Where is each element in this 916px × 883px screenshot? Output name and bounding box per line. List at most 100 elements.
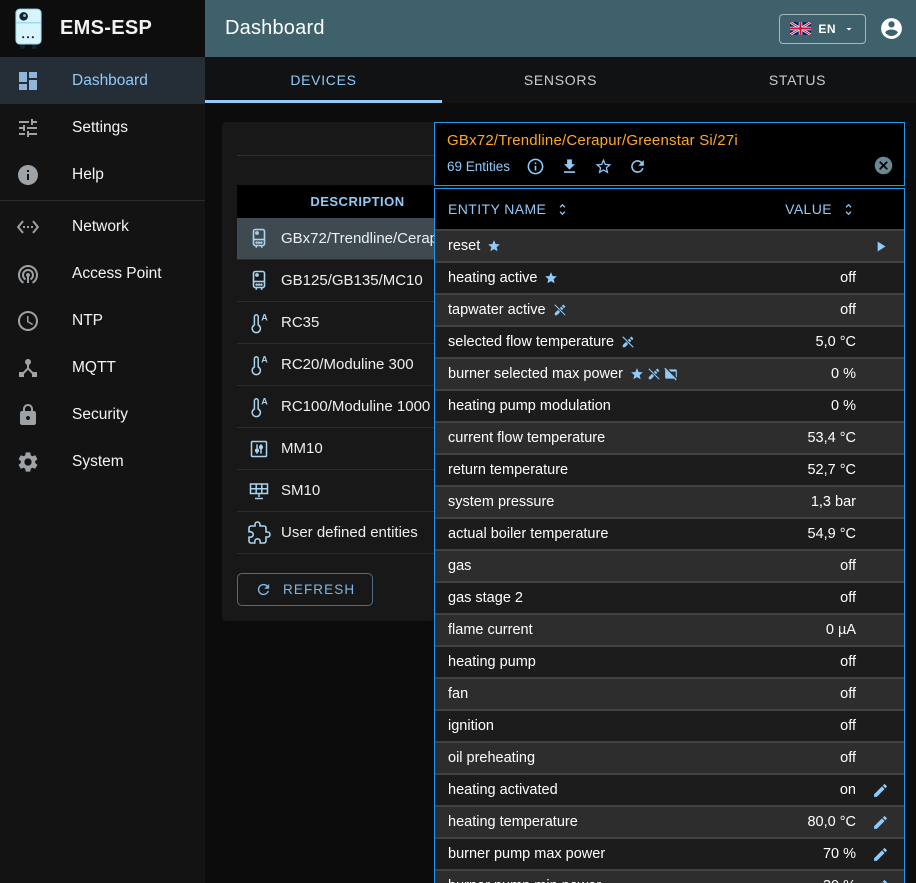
entity-name: system pressure: [448, 494, 555, 510]
mqtt-icon: [16, 356, 40, 380]
entity-value: 0 %: [831, 398, 856, 414]
device-name: GB125/GB135/MC10: [281, 272, 423, 289]
description-column-header: DESCRIPTION: [310, 194, 405, 209]
entity-name: oil preheating: [448, 750, 536, 766]
entity-row-heating-active[interactable]: heating active off: [435, 261, 904, 293]
entity-row-system-pressure[interactable]: system pressure 1,3 bar: [435, 485, 904, 517]
entity-row-tapwater-active[interactable]: tapwater active off: [435, 293, 904, 325]
entity-value: off: [840, 302, 856, 318]
edit-icon[interactable]: [872, 814, 889, 831]
device-row-gbx72-trendline-cerapur-greens[interactable]: GBx72/Trendline/Cerapur/Greenstar Si/27i: [237, 218, 434, 260]
entity-name: flame current: [448, 622, 533, 638]
sidebar-item-dashboard[interactable]: Dashboard: [0, 57, 205, 104]
favorite-icon: [544, 271, 558, 285]
device-type-cell: [237, 520, 281, 545]
entity-row-burner-pump-max-power[interactable]: burner pump max power 70 %: [435, 837, 904, 869]
sidebar-item-label: Access Point: [72, 264, 162, 282]
refresh-button[interactable]: REFRESH: [237, 573, 374, 606]
entity-row-heating-temperature[interactable]: heating temperature 80,0 °C: [435, 805, 904, 837]
device-row-rc35[interactable]: A RC35: [237, 302, 434, 344]
toolbar-icons: [526, 157, 647, 176]
edit-icon[interactable]: [872, 846, 889, 863]
entity-value: off: [840, 750, 856, 766]
device-row-rc100-moduline-1000[interactable]: A RC100/Moduline 1000: [237, 386, 434, 428]
entity-name: tapwater active: [448, 302, 546, 318]
entity-row-ignition[interactable]: ignition off: [435, 709, 904, 741]
refresh-icon: [255, 581, 272, 598]
tab-devices[interactable]: DEVICES: [205, 57, 442, 103]
help-icon: [16, 163, 40, 187]
entity-row-fan[interactable]: fan off: [435, 677, 904, 709]
close-icon[interactable]: [873, 155, 894, 176]
play-arrow-icon[interactable]: [872, 238, 889, 255]
entity-name: reset: [448, 238, 481, 254]
device-type-cell: [237, 437, 281, 461]
entity-row-actual-boiler-temperature[interactable]: actual boiler temperature 54,9 °C: [435, 517, 904, 549]
sidebar-item-system[interactable]: System: [0, 438, 205, 485]
svg-text:A: A: [261, 396, 268, 406]
entity-row-selected-flow-temperature[interactable]: selected flow temperature 5,0 °C: [435, 325, 904, 357]
sidebar-item-access-point[interactable]: Access Point: [0, 250, 205, 297]
sidebar-item-settings[interactable]: Settings: [0, 104, 205, 151]
sidebar-item-security[interactable]: Security: [0, 391, 205, 438]
sidebar-item-mqtt[interactable]: MQTT: [0, 344, 205, 391]
language-selector[interactable]: EN: [779, 13, 866, 44]
device-row-gb125-gb135-mc10[interactable]: GB125/GB135/MC10: [237, 260, 434, 302]
device-type-cell: [237, 227, 281, 251]
entity-name: burner pump min power: [448, 878, 601, 883]
entity-row-oil-preheating[interactable]: oil preheating off: [435, 741, 904, 773]
devices-table-header: DESCRIPTION: [237, 185, 434, 218]
app-header: EMS-ESP: [0, 0, 205, 57]
entity-flags: [630, 367, 678, 381]
tab-bar: DEVICES SENSORS STATUS: [205, 57, 916, 103]
entity-flags: [544, 271, 558, 285]
entity-row-heating-pump[interactable]: heating pump off: [435, 645, 904, 677]
entity-row-heating-pump-modulation[interactable]: heating pump modulation 0 %: [435, 389, 904, 421]
device-row-rc20-moduline-300[interactable]: A RC20/Moduline 300: [237, 344, 434, 386]
download-icon[interactable]: [560, 157, 579, 176]
entity-row-current-flow-temperature[interactable]: current flow temperature 53,4 °C: [435, 421, 904, 453]
info-icon[interactable]: [526, 157, 545, 176]
entity-name: heating active: [448, 270, 538, 286]
entity-row-gas-stage-2[interactable]: gas stage 2 off: [435, 581, 904, 613]
devices-card: DESCRIPTION GBx72/Trendline/Cerapur/Gree…: [222, 122, 434, 621]
device-row-mm10[interactable]: MM10: [237, 428, 434, 470]
edit-icon[interactable]: [872, 782, 889, 799]
edit-icon[interactable]: [872, 878, 889, 883]
sort-icon[interactable]: [555, 202, 570, 217]
account-icon[interactable]: [879, 16, 904, 41]
entity-name: actual boiler temperature: [448, 526, 609, 542]
tab-status[interactable]: STATUS: [679, 57, 916, 103]
star-outline-icon[interactable]: [594, 157, 613, 176]
entity-row-flame-current[interactable]: flame current 0 µA: [435, 613, 904, 645]
system-icon: [16, 450, 40, 474]
sidebar-item-ntp[interactable]: NTP: [0, 297, 205, 344]
custom-entities-icon: [247, 520, 271, 545]
top-app-bar: Dashboard EN: [205, 0, 916, 57]
refresh-icon[interactable]: [628, 157, 647, 176]
entity-action-cell: [856, 878, 904, 883]
favorite-icon: [487, 239, 501, 253]
entity-row-burner-selected-max-power[interactable]: burner selected max power 0 %: [435, 357, 904, 389]
tab-sensors[interactable]: SENSORS: [442, 57, 679, 103]
sidebar-item-help[interactable]: Help: [0, 151, 205, 198]
device-row-user-defined-entities[interactable]: User defined entities: [237, 512, 434, 554]
sidebar-item-network[interactable]: Network: [0, 203, 205, 250]
entity-value: 70 %: [822, 846, 856, 862]
entity-row-burner-pump-min-power[interactable]: burner pump min power 30 %: [435, 869, 904, 883]
sidebar-nav: Dashboard Settings Help Network Access Point…: [0, 57, 205, 485]
sort-icon[interactable]: [841, 202, 856, 217]
entity-row-heating-activated[interactable]: heating activated on: [435, 773, 904, 805]
entity-name: ignition: [448, 718, 494, 734]
entity-row-gas[interactable]: gas off: [435, 549, 904, 581]
entity-row-return-temperature[interactable]: return temperature 52,7 °C: [435, 453, 904, 485]
entity-row-reset[interactable]: reset: [435, 229, 904, 261]
device-row-sm10[interactable]: SM10: [237, 470, 434, 512]
entity-value: off: [840, 270, 856, 286]
entities-count: 69 Entities: [447, 159, 511, 174]
entity-value: off: [840, 686, 856, 702]
sidebar-item-label: Settings: [72, 118, 129, 136]
device-type-cell: [237, 479, 281, 503]
edit-off-icon: [553, 303, 567, 317]
entity-value: 53,4 °C: [807, 430, 856, 446]
